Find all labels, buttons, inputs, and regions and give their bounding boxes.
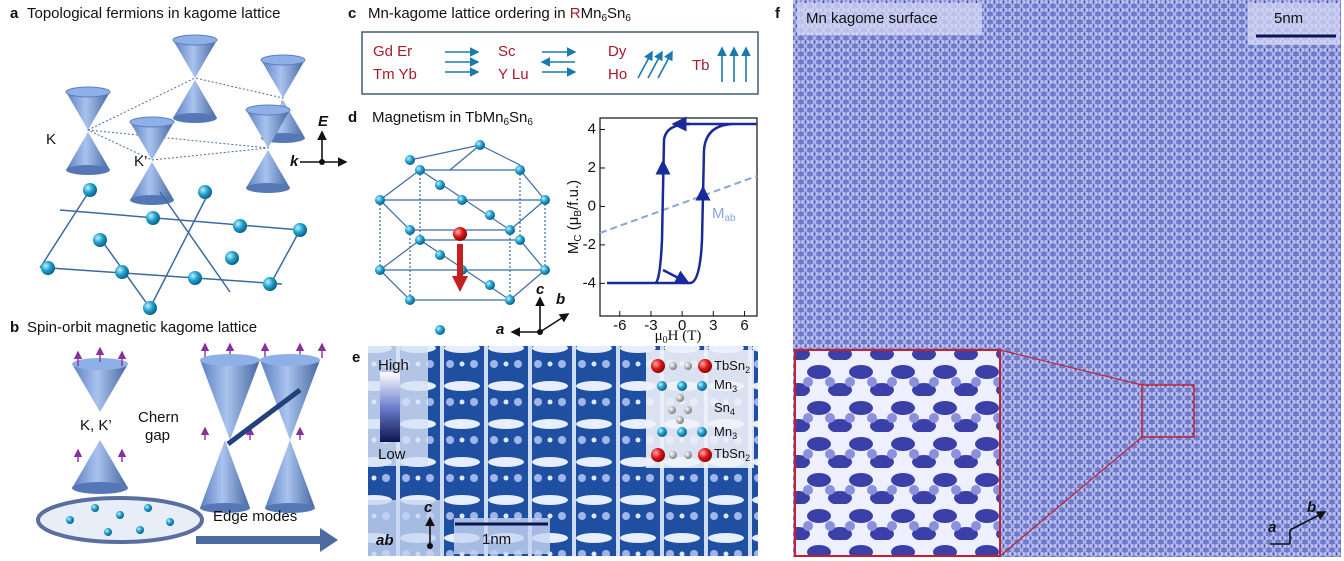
momentum-label: k [290, 153, 299, 170]
zoom-inset [795, 350, 1000, 556]
title-part: Mn-kagome lattice ordering in [368, 5, 570, 22]
scalebar-label: 1nm [482, 531, 511, 548]
x-tick-label: -3 [644, 317, 657, 334]
panel-c: c Mn-kagome lattice ordering in RMn6Sn6 … [348, 5, 758, 94]
element-label: Ho [608, 66, 627, 83]
title-part: Mn [581, 5, 602, 22]
title-part: Sn [607, 5, 625, 22]
colorbar [380, 372, 400, 442]
element-label: Dy [608, 43, 627, 60]
figure: a Topological fermions in kagome lattice… [0, 0, 1344, 561]
panel-e: e High Low 1nm c ab TbSn2 Mn3 Sn4 Mn3 Tb… [352, 346, 758, 556]
layer-part: Sn [714, 400, 730, 415]
layer-sub: 3 [732, 431, 737, 441]
panel-letter: c [348, 5, 356, 22]
layer-part: TbSn [714, 358, 745, 373]
y-tick-label: -4 [583, 274, 596, 291]
x-tick-label: 3 [709, 317, 717, 334]
panel-letter: d [348, 109, 357, 126]
energy-label: E [318, 113, 329, 130]
title-part: Magnetism in TbMn [372, 109, 503, 126]
dirac-cone [173, 35, 217, 123]
axis-label: a [496, 321, 504, 338]
panel-title: Topological fermions in kagome lattice [27, 5, 280, 22]
axis-label: a [1268, 519, 1276, 536]
panel-title: Spin-orbit magnetic kagome lattice [27, 319, 257, 336]
panel-title: Mn-kagome lattice ordering in RMn6Sn6 [368, 5, 631, 24]
panel-d: d Magnetism in TbMn6Sn6 c b a Mab MC (μB… [348, 109, 757, 346]
element-label: Gd Er [373, 43, 412, 60]
panel-title: Magnetism in TbMn6Sn6 [372, 109, 533, 128]
lower-cone [72, 482, 128, 494]
tb-atom [453, 227, 467, 241]
element-label: Tb [692, 57, 710, 74]
dirac-cone [66, 87, 110, 175]
gap-label: gap [145, 427, 170, 444]
layer-sub: 4 [730, 407, 735, 417]
annotation-sub: ab [725, 213, 737, 224]
chern-label: Chern [138, 409, 179, 426]
panel-letter: a [10, 5, 19, 22]
title-sub: 6 [625, 13, 631, 24]
colorbar-high: High [378, 357, 409, 374]
y-axis-label: MC (μB/f.u.) [565, 180, 584, 254]
energy-axes [300, 132, 346, 162]
axes-origin [319, 159, 325, 165]
layer-sub: 3 [732, 384, 737, 394]
title-part: Sn [509, 109, 527, 126]
axis-label: b [1307, 499, 1316, 516]
colorbar-low: Low [378, 446, 406, 463]
k-prime-label: K’ [134, 153, 147, 170]
m-ab-label: Mab [712, 205, 736, 224]
x-tick-label: -6 [613, 317, 626, 334]
axis-label: c [424, 499, 433, 516]
panel-letter: b [10, 319, 19, 336]
panel-letter: f [775, 5, 781, 22]
element-label: Y Lu [498, 66, 529, 83]
panel-letter: e [352, 349, 360, 366]
scalebar-label: 5nm [1274, 10, 1303, 27]
edge-modes-label: Edge modes [213, 508, 297, 525]
edge-ring [38, 498, 202, 542]
y-tick-label: 2 [588, 159, 596, 176]
axis-label: b [556, 291, 565, 308]
panel-b: b Spin-orbit magnetic kagome lattice K, … [10, 319, 338, 552]
layer-label: TbSn2 [714, 446, 750, 463]
y-tick-label: 0 [588, 197, 596, 214]
x-tick-label: 0 [678, 317, 686, 334]
axis-label: c [536, 281, 545, 298]
layer-part: TbSn [714, 446, 745, 461]
dirac-cone [246, 105, 290, 193]
panel-title: Mn kagome surface [806, 10, 938, 27]
x-tick-label: 6 [740, 317, 748, 334]
layer-label: TbSn2 [714, 358, 750, 375]
axis-label: ab [376, 532, 394, 549]
kagome-atoms [41, 183, 307, 315]
element-label: Tm Yb [373, 66, 417, 83]
y-tick-label: -2 [583, 236, 596, 253]
panel-a: a Topological fermions in kagome lattice… [10, 5, 346, 315]
k-label: K [46, 131, 56, 148]
element-label: Sc [498, 43, 516, 60]
layer-sub: 2 [745, 453, 750, 463]
panel-f: f Mn kagome surface 5nm a b [775, 0, 1341, 557]
label-part: /f.u.) [565, 180, 582, 210]
title-part: R [570, 5, 581, 22]
kagome-lattice [40, 190, 300, 308]
layer-part: Mn [714, 377, 732, 392]
layer-part: Mn [714, 424, 732, 439]
layer-sub: 2 [745, 365, 750, 375]
cone-label: K, K’ [80, 417, 112, 434]
annotation-part: M [712, 205, 725, 222]
m-ab-curve [600, 176, 757, 233]
m-c-loop [607, 124, 757, 283]
y-tick-label: 4 [588, 121, 596, 138]
label-part: M [565, 242, 582, 255]
edge-arrow [196, 528, 338, 552]
label-part: (μ [565, 217, 582, 235]
title-sub: 6 [527, 117, 533, 128]
